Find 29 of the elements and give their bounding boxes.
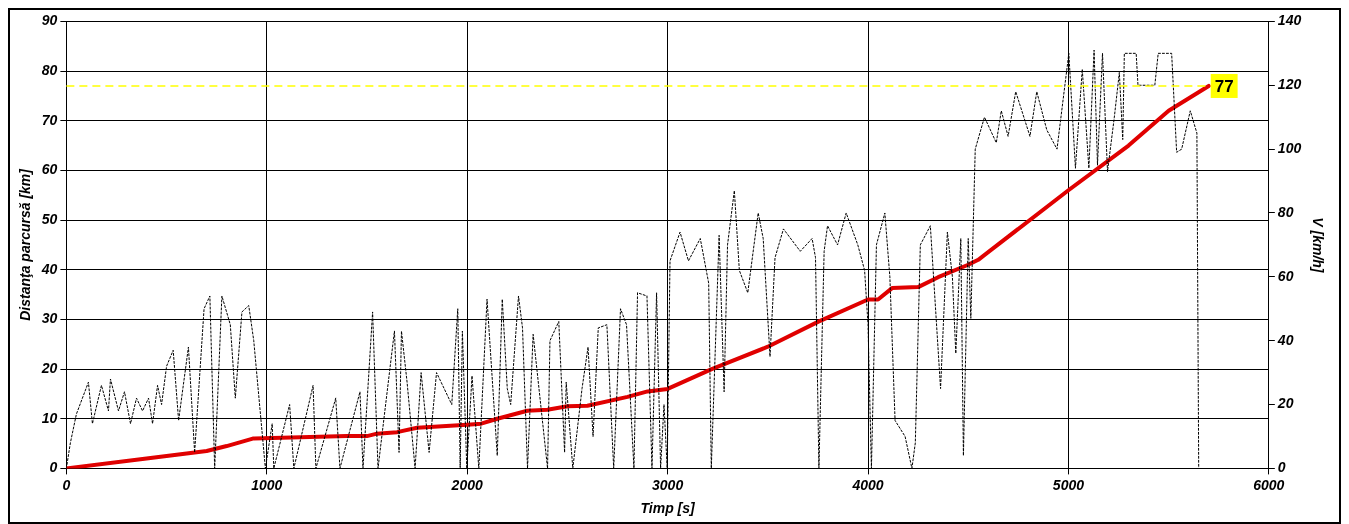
y2-tick-label: 0 [1277,459,1286,476]
x-tick-label: 2000 [450,476,483,493]
y-tick-label: 60 [41,161,58,178]
y2-axis-title: V [km/h] [1309,217,1326,274]
y-axis-title: Distanţa parcursă [km] [17,167,34,321]
x-tick-label: 4000 [851,476,884,493]
x-axis-title: Timp [s] [640,500,697,517]
y2-tick-label: 20 [1276,395,1294,412]
y2-tick-label: 100 [1277,139,1302,156]
y-tick-label: 70 [41,111,58,128]
x-tick-label: 1000 [251,476,283,493]
y-tick-label: 20 [40,359,58,376]
y-tick-label: 30 [41,310,58,327]
y-tick-label: 90 [41,12,58,29]
y-tick-label: 40 [40,260,58,277]
y-tick-label: 10 [41,409,58,426]
x-tick-label: 5000 [1052,476,1085,493]
x-tick-label: 0 [62,476,71,493]
y-tick-label: 0 [49,459,58,476]
y2-tick-label: 40 [1276,331,1294,348]
y-tick-label: 80 [41,61,58,78]
x-tick-label: 3000 [652,476,684,493]
y2-tick-label: 140 [1277,12,1302,29]
x-tick-label: 6000 [1253,476,1285,493]
y2-tick-label: 120 [1277,76,1302,93]
y-tick-label: 50 [41,210,58,227]
y2-tick-label: 80 [1277,203,1294,220]
y2-tick-label: 60 [1277,267,1294,284]
ref-line-label: 77 [1214,76,1234,96]
